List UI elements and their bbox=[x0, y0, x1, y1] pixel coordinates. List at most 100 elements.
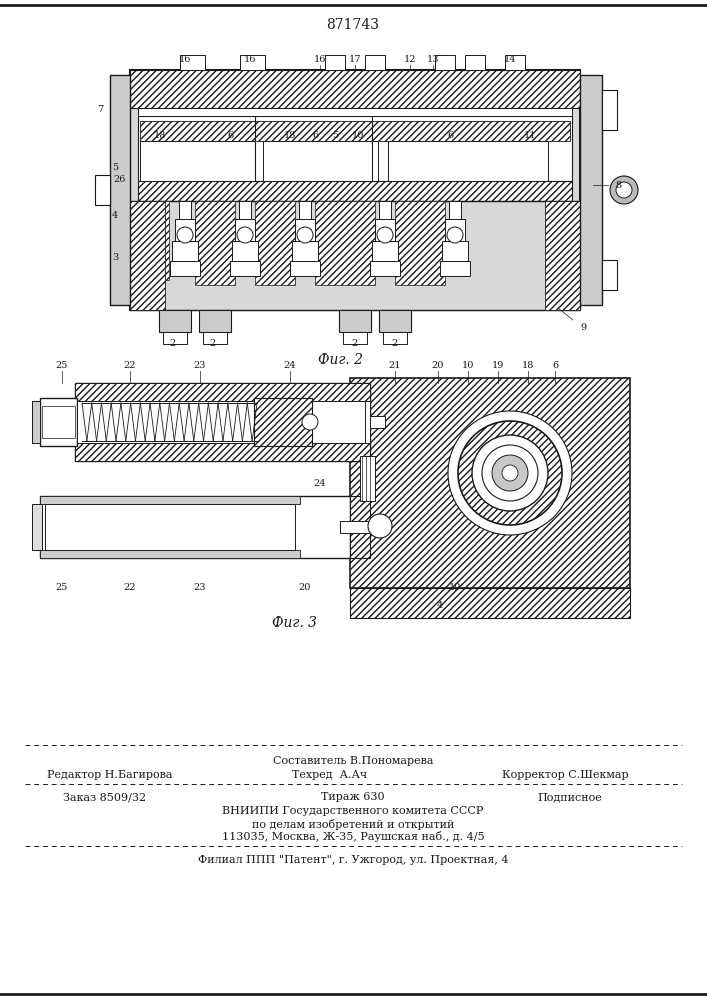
Bar bbox=[230, 261, 260, 276]
Bar bbox=[340, 521, 370, 533]
Bar bbox=[395, 201, 445, 285]
Circle shape bbox=[502, 465, 518, 481]
Circle shape bbox=[237, 227, 253, 243]
Text: 25: 25 bbox=[56, 361, 68, 370]
Text: 14: 14 bbox=[504, 55, 516, 64]
Bar bbox=[365, 55, 385, 70]
Text: 18: 18 bbox=[154, 131, 166, 140]
Bar bbox=[40, 496, 350, 558]
Bar bbox=[465, 55, 485, 70]
Bar bbox=[292, 241, 318, 261]
Bar bbox=[40, 496, 300, 504]
Circle shape bbox=[482, 445, 538, 501]
Circle shape bbox=[377, 227, 393, 243]
Bar bbox=[203, 332, 227, 344]
Text: 25: 25 bbox=[56, 584, 68, 592]
Text: Филиал ППП "Патент", г. Ужгород, ул. Проектная, 4: Филиал ППП "Патент", г. Ужгород, ул. Про… bbox=[198, 855, 508, 865]
Text: 3: 3 bbox=[112, 253, 118, 262]
Bar bbox=[40, 550, 300, 558]
Bar bbox=[435, 55, 455, 70]
Bar bbox=[75, 383, 370, 401]
Circle shape bbox=[448, 411, 572, 535]
Text: 6: 6 bbox=[552, 361, 558, 370]
Bar bbox=[449, 201, 461, 219]
Text: 24: 24 bbox=[284, 361, 296, 370]
Text: 24: 24 bbox=[314, 479, 326, 488]
Bar bbox=[254, 398, 312, 446]
Text: 10: 10 bbox=[462, 361, 474, 370]
Bar bbox=[365, 401, 370, 443]
Text: 16: 16 bbox=[244, 55, 256, 64]
Text: 16: 16 bbox=[179, 55, 191, 64]
Circle shape bbox=[492, 455, 528, 491]
Text: Тираж 630: Тираж 630 bbox=[321, 792, 385, 802]
Circle shape bbox=[297, 227, 313, 243]
Text: 20: 20 bbox=[299, 584, 311, 592]
Bar bbox=[32, 401, 40, 443]
Bar bbox=[442, 241, 468, 261]
Bar bbox=[299, 201, 311, 219]
Text: 23: 23 bbox=[194, 361, 206, 370]
Text: Корректор С.Шекмар: Корректор С.Шекмар bbox=[502, 770, 629, 780]
Bar bbox=[232, 241, 258, 261]
Bar bbox=[445, 219, 465, 241]
Bar bbox=[130, 201, 580, 310]
Bar bbox=[172, 241, 198, 261]
Text: 22: 22 bbox=[124, 361, 136, 370]
Bar bbox=[163, 332, 187, 344]
Circle shape bbox=[302, 414, 318, 430]
Bar bbox=[370, 416, 385, 428]
Bar bbox=[95, 175, 110, 205]
Text: Редактор Н.Багирова: Редактор Н.Багирова bbox=[47, 770, 173, 780]
Text: 23: 23 bbox=[194, 584, 206, 592]
Bar bbox=[360, 456, 375, 501]
Bar bbox=[138, 181, 572, 201]
Text: 7: 7 bbox=[97, 105, 103, 114]
Bar bbox=[140, 141, 255, 181]
Text: Фиг. 2: Фиг. 2 bbox=[317, 353, 363, 367]
Text: по делам изобретений и открытий: по делам изобретений и открытий bbox=[252, 818, 454, 830]
Text: 2: 2 bbox=[169, 340, 175, 349]
Circle shape bbox=[458, 421, 562, 525]
Bar bbox=[235, 219, 255, 241]
Text: 26: 26 bbox=[114, 176, 126, 184]
Circle shape bbox=[447, 227, 463, 243]
Text: 6: 6 bbox=[447, 131, 453, 140]
Text: 19: 19 bbox=[449, 584, 461, 592]
Text: 18: 18 bbox=[522, 361, 534, 370]
Bar bbox=[138, 116, 572, 181]
Bar bbox=[388, 141, 548, 181]
Text: 9: 9 bbox=[580, 324, 586, 332]
Bar bbox=[40, 398, 77, 446]
Text: 871743: 871743 bbox=[327, 18, 380, 32]
Text: Составитель В.Пономарева: Составитель В.Пономарева bbox=[273, 756, 433, 766]
Text: 16: 16 bbox=[314, 55, 326, 64]
Bar bbox=[75, 443, 370, 461]
Bar bbox=[375, 219, 395, 241]
Bar bbox=[199, 310, 231, 332]
Bar bbox=[290, 261, 320, 276]
Bar bbox=[350, 378, 630, 588]
Bar bbox=[379, 310, 411, 332]
Bar bbox=[325, 55, 345, 70]
Text: Техред  А.Ач: Техред А.Ач bbox=[293, 770, 368, 780]
Text: 6: 6 bbox=[227, 131, 233, 140]
Bar bbox=[350, 496, 370, 558]
Text: 2: 2 bbox=[351, 340, 357, 349]
Text: 20: 20 bbox=[432, 361, 444, 370]
Text: 113035, Москва, Ж-35, Раушская наб., д. 4/5: 113035, Москва, Ж-35, Раушская наб., д. … bbox=[222, 832, 484, 842]
Bar bbox=[110, 75, 130, 305]
Bar bbox=[339, 310, 371, 332]
Bar bbox=[130, 70, 580, 310]
Bar bbox=[45, 504, 295, 550]
Bar bbox=[180, 55, 205, 70]
Text: 4: 4 bbox=[112, 211, 118, 220]
Bar bbox=[195, 201, 235, 285]
Bar bbox=[263, 141, 378, 181]
Text: 10: 10 bbox=[352, 131, 364, 140]
Text: 12: 12 bbox=[404, 55, 416, 64]
Text: Фиг. 3: Фиг. 3 bbox=[272, 616, 317, 630]
Bar bbox=[350, 588, 630, 618]
Bar bbox=[32, 504, 42, 550]
Bar bbox=[140, 121, 570, 141]
